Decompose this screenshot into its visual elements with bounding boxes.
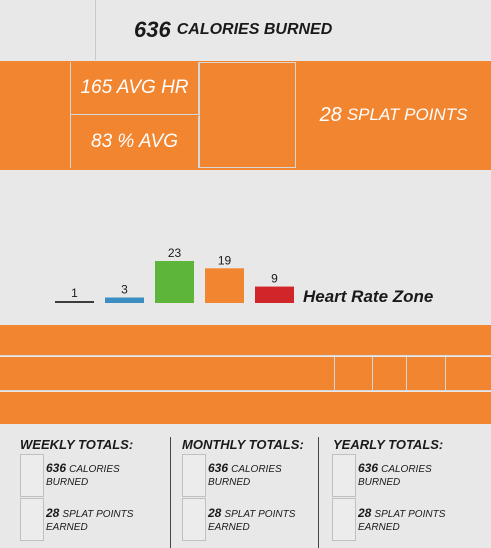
zone-bar-3 [155,261,194,303]
yearly-calories-value: 636 [358,461,379,475]
zone-bar-label-4: 19 [218,253,232,267]
monthly-splat: 28 Splat Points Earned [208,507,295,534]
monthly-calories: 636 Calories Burned [208,462,282,489]
orange-row-2 [0,357,491,391]
weekly-calories-icon-box [20,454,44,497]
summary-blank-cell-2 [199,62,296,168]
header-blank-cell [0,0,96,60]
weekly-calories-value: 636 [46,461,67,475]
avg-hr-value: 165 AVG HR [71,62,199,115]
zone-bar-1 [55,301,94,303]
calories-label: Calories Burned [176,21,333,38]
monthly-splat-unit-2: Earned [208,522,250,533]
yearly-splat: 28 Splat Points Earned [358,507,445,534]
weekly-splat-unit: Splat Points [62,509,134,520]
row-cell [406,357,446,390]
yearly-splat-unit-2: Earned [358,522,400,533]
splat-points-value: 28 [319,103,342,126]
yearly-splat-icon-box [332,498,356,541]
row-cell [445,357,491,390]
zone-bar-5 [255,286,294,303]
calories-value: 636 [134,17,171,42]
heart-rate-zone-chart: 1 3 23 19 9 [55,246,294,303]
yearly-splat-unit: Splat Points [374,509,446,520]
monthly-calories-unit: Calories [231,464,282,475]
chart-title: Heart Rate Zone [303,287,434,306]
monthly-calories-unit-2: Burned [208,477,251,488]
weekly-splat-value: 28 [46,506,60,520]
totals-divider [170,437,171,548]
zone-bar-label-1: 1 [71,286,78,300]
yearly-splat-value: 28 [358,506,372,520]
monthly-splat-unit: Splat Points [224,509,296,520]
splat-points-summary: 28 Splat Points [296,62,491,168]
yearly-calories-icon-box [332,454,356,497]
weekly-splat: 28 Splat Points Earned [46,507,133,534]
avg-percent-value: 83 % AVG [71,116,199,168]
row-cell [334,357,373,390]
zone-bar-4 [205,268,244,303]
row-cell [372,357,407,390]
monthly-splat-icon-box [182,498,206,541]
monthly-splat-value: 28 [208,506,222,520]
weekly-totals-heading: Weekly Totals: [20,437,134,452]
monthly-calories-icon-box [182,454,206,497]
weekly-splat-icon-box [20,498,44,541]
totals-divider [318,437,319,548]
zone-bar-2 [105,297,144,303]
yearly-calories-unit-2: Burned [358,477,401,488]
summary-band [0,61,491,170]
yearly-calories: 636 Calories Burned [358,462,432,489]
yearly-totals-heading: Yearly Totals: [333,437,444,452]
calories-burned-header: 636 Calories Burned [96,0,491,60]
yearly-calories-unit: Calories [381,464,432,475]
weekly-calories-unit-2: Burned [46,477,89,488]
orange-row-3 [0,392,491,424]
weekly-calories: 636 Calories Burned [46,462,120,489]
weekly-splat-unit-2: Earned [46,522,88,533]
splat-points-label: Splat Points [346,105,468,124]
zone-bar-label-3: 23 [168,246,182,260]
orange-row-1 [0,325,491,356]
monthly-calories-value: 636 [208,461,229,475]
weekly-calories-unit: Calories [69,464,120,475]
summary-blank-cell-1 [0,62,71,168]
zone-bar-label-2: 3 [121,283,128,297]
zone-bar-label-5: 9 [271,272,278,286]
monthly-totals-heading: Monthly Totals: [182,437,304,452]
